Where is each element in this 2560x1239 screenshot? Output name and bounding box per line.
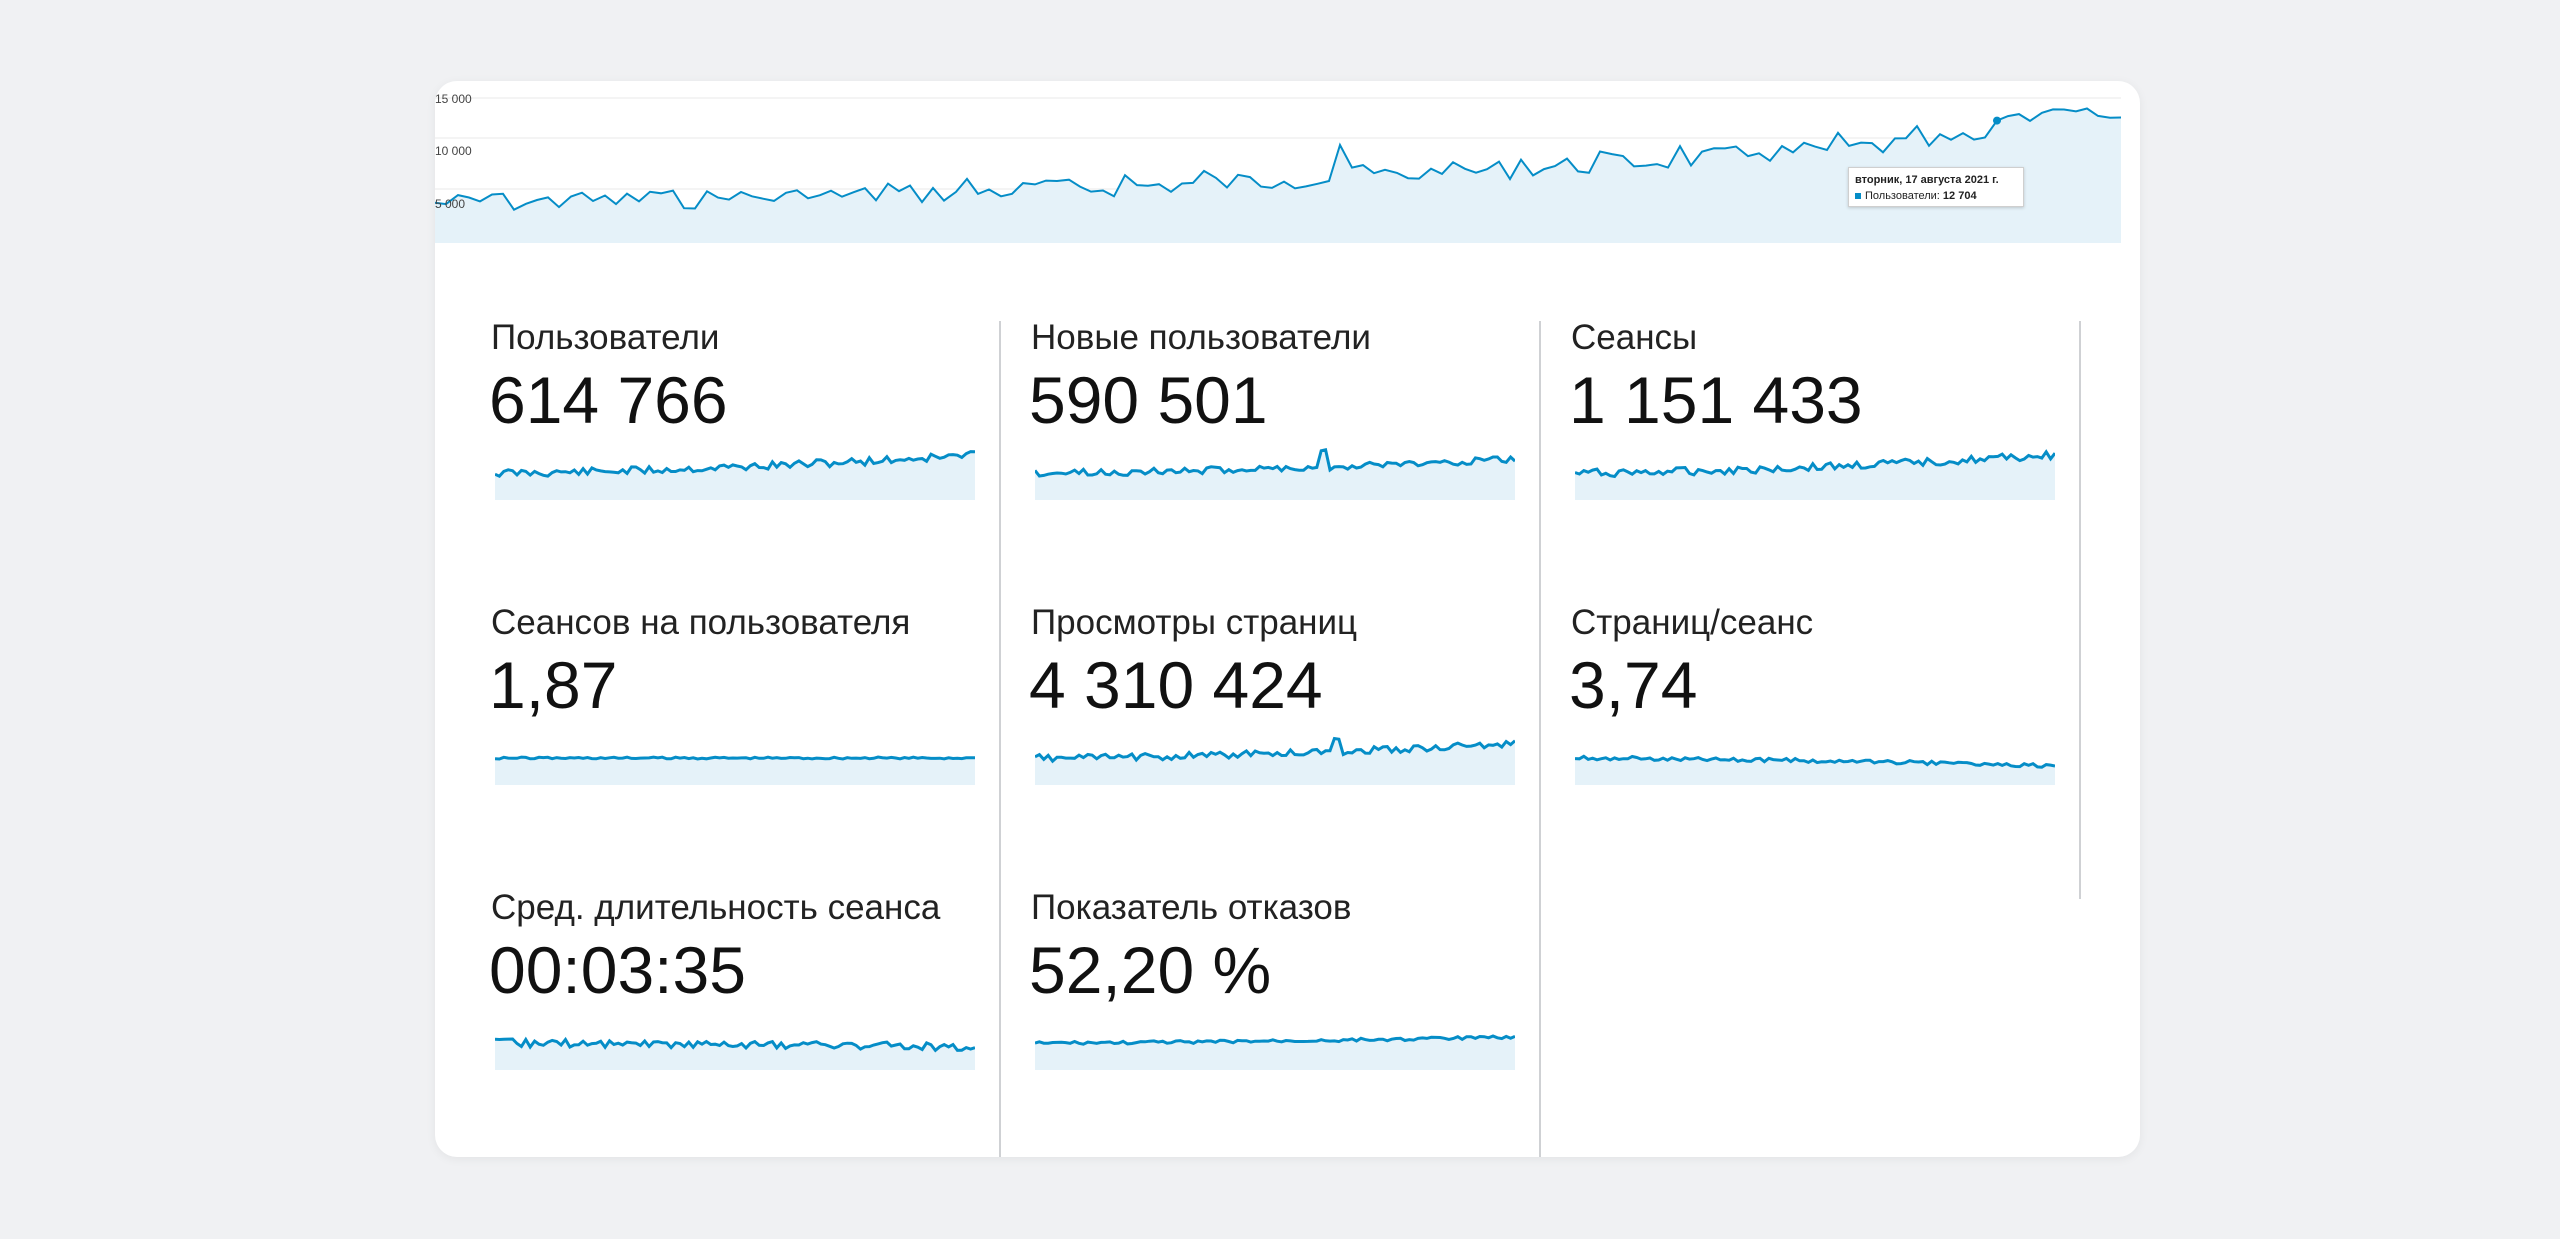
metric-sparkline xyxy=(495,1036,975,1070)
metrics-grid: Пользователи 614 766 Новые пользователи … xyxy=(435,81,2140,1157)
column-divider xyxy=(999,605,1001,899)
column-divider xyxy=(2079,605,2081,899)
sparkline-line xyxy=(495,755,975,761)
sparkline-line xyxy=(1035,736,1515,764)
metric-sparkline xyxy=(1035,1034,1515,1070)
metric-sparkline xyxy=(495,450,975,500)
metric-value: 4 310 424 xyxy=(1029,648,1323,722)
tooltip-date: вторник, 17 августа 2021 г. xyxy=(1855,174,1999,186)
sparkline-line xyxy=(495,1036,975,1053)
chart-tooltip: вторник, 17 августа 2021 г. Пользователи… xyxy=(1848,167,2024,207)
tooltip-series-name: Пользователи: xyxy=(1865,190,1940,202)
metric-label: Новые пользователи xyxy=(1031,318,1371,357)
metric-sparkline xyxy=(1035,736,1515,785)
sparkline-line xyxy=(1575,449,2055,479)
audience-overview-card: 15 000 10 000 5 000 вторник, 17 августа … xyxy=(435,81,2140,1157)
sparkline-area xyxy=(1035,738,1515,785)
column-divider xyxy=(999,321,1001,615)
tooltip-row: Пользователи: 12 704 xyxy=(1855,188,2017,204)
metric-value: 3,74 xyxy=(1569,648,1698,722)
sparkline-area xyxy=(1575,756,2055,785)
metric-label: Пользователи xyxy=(491,318,720,357)
tooltip-value: 12 704 xyxy=(1942,190,1977,202)
metric-value: 1 151 433 xyxy=(1569,363,1863,437)
sparkline-line xyxy=(1575,754,2055,769)
metric-sessions[interactable]: Сеансы 1 151 433 xyxy=(1515,318,2055,532)
metric-pageviews[interactable]: Просмотры страниц 4 310 424 xyxy=(975,603,1515,817)
metric-sparkline xyxy=(1035,448,1515,500)
sparkline-area xyxy=(1575,451,2055,500)
metric-value: 00:03:35 xyxy=(489,933,746,1007)
metric-sparkline xyxy=(495,755,975,785)
metric-users[interactable]: Пользователи 614 766 xyxy=(435,318,975,532)
metric-value: 1,87 xyxy=(489,648,618,722)
sparkline-area xyxy=(1035,449,1515,500)
metric-label: Сеансов на пользователя xyxy=(491,603,911,642)
metric-label: Страниц/сеанс xyxy=(1571,603,1814,642)
column-divider xyxy=(999,890,1001,1157)
series-color-icon xyxy=(1855,193,1861,200)
metric-sparkline xyxy=(1575,754,2055,785)
metric-label: Сеансы xyxy=(1571,318,1698,357)
sparkline-area xyxy=(495,757,975,785)
sparkline-line xyxy=(495,450,975,479)
metric-label: Сред. длительность сеанса xyxy=(491,888,941,927)
metric-value: 590 501 xyxy=(1029,363,1268,437)
metric-sessions-per-user[interactable]: Сеансов на пользователя 1,87 xyxy=(435,603,975,817)
sparkline-line xyxy=(1035,448,1515,478)
sparkline-area xyxy=(1035,1036,1515,1070)
metric-bounce-rate[interactable]: Показатель отказов 52,20 % xyxy=(975,888,1515,1102)
hover-point xyxy=(1993,116,2001,125)
column-divider xyxy=(1539,605,1541,899)
users-timeline-chart[interactable]: 15 000 10 000 5 000 вторник, 17 августа … xyxy=(435,81,2121,243)
y-tick-label-15000: 15 000 xyxy=(435,92,472,106)
y-tick-label-5000: 5 000 xyxy=(435,197,466,211)
metric-new-users[interactable]: Новые пользователи 590 501 xyxy=(975,318,1515,532)
column-divider xyxy=(1539,321,1541,615)
sparkline-line xyxy=(1035,1034,1515,1046)
metric-label: Просмотры страниц xyxy=(1031,603,1358,642)
metric-avg-session-duration[interactable]: Сред. длительность сеанса 00:03:35 xyxy=(435,888,975,1102)
users-area-fill xyxy=(435,108,2121,243)
metric-sparkline xyxy=(1575,449,2055,500)
column-divider xyxy=(1539,890,1541,1157)
metric-pages-per-session[interactable]: Страниц/сеанс 3,74 xyxy=(1515,603,2055,817)
metric-label: Показатель отказов xyxy=(1031,888,1352,927)
sparkline-area xyxy=(495,451,975,500)
column-divider xyxy=(2079,321,2081,615)
y-tick-label-10000: 10 000 xyxy=(435,144,472,158)
metric-value: 614 766 xyxy=(489,363,728,437)
users-timeline-svg[interactable] xyxy=(435,81,2121,243)
metric-value: 52,20 % xyxy=(1029,933,1272,1007)
sparkline-area xyxy=(495,1039,975,1070)
users-series-line xyxy=(435,107,2121,211)
